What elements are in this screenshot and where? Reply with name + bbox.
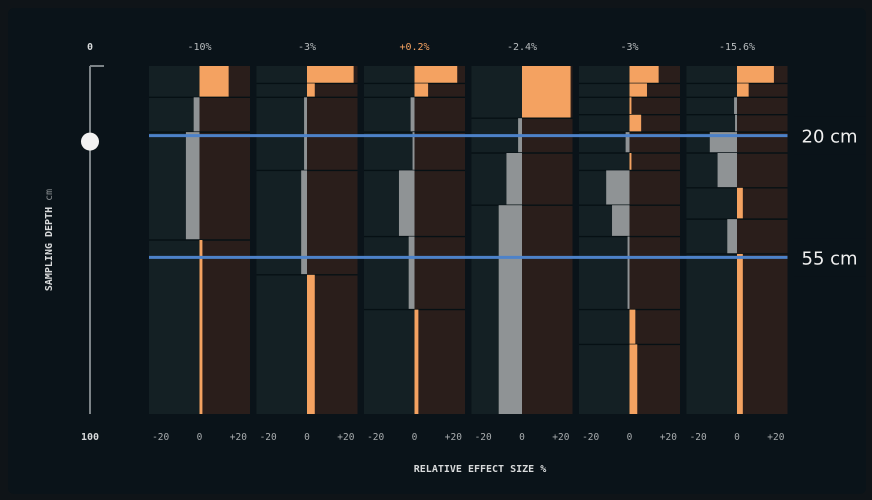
effect-bar bbox=[498, 205, 522, 414]
x-tick-label: 0 bbox=[412, 432, 418, 443]
panel-title: -15.6% bbox=[719, 42, 755, 53]
effect-bar bbox=[625, 132, 630, 153]
x-tick-label: +20 bbox=[660, 432, 677, 443]
site-panel: -3% -20 0 +20 bbox=[256, 42, 358, 443]
site-panel: -2.4% -20 0 +20 bbox=[471, 42, 573, 443]
effect-bar bbox=[717, 153, 737, 188]
effect-bar bbox=[734, 97, 737, 115]
panels-layer: -10%-20 0 +20-3%-20 0 +20+0.2%-20 0 +20-2.4%-2… bbox=[149, 42, 788, 443]
depth-guide-label: 55 cm bbox=[802, 248, 858, 269]
effect-bar bbox=[612, 205, 630, 237]
panel-title: -10% bbox=[187, 42, 211, 53]
effect-bar bbox=[737, 83, 749, 98]
slider-handle[interactable] bbox=[81, 132, 99, 151]
depth-guide-label: 20 cm bbox=[802, 127, 858, 148]
effect-bar bbox=[414, 309, 419, 414]
effect-bar bbox=[307, 66, 354, 84]
effect-bar bbox=[737, 187, 743, 220]
effect-bar bbox=[629, 309, 636, 345]
effect-bar bbox=[304, 97, 307, 171]
x-tick-label: -20 bbox=[367, 432, 384, 443]
effect-bar bbox=[629, 83, 647, 98]
effect-bar bbox=[414, 83, 429, 98]
site-panel: -15.6% -20 0 +20 bbox=[686, 42, 788, 443]
x-tick-label: 0 bbox=[734, 432, 740, 443]
depth-guides: 20 cm 55 cm bbox=[149, 116, 866, 277]
effect-bar bbox=[709, 132, 737, 153]
effect-bar bbox=[737, 253, 743, 414]
x-tick-label: +20 bbox=[230, 432, 247, 443]
x-tick-label: 0 bbox=[197, 432, 203, 443]
effect-bar bbox=[410, 97, 415, 133]
effect-bar bbox=[301, 170, 307, 275]
site-panel: -3% -20 0 +20 bbox=[579, 42, 680, 443]
panel-bg-negative bbox=[256, 66, 307, 414]
x-tick-label: -20 bbox=[260, 432, 277, 443]
effect-bar bbox=[629, 66, 659, 84]
effect-bar bbox=[412, 132, 415, 171]
slider-top-label: 0 bbox=[87, 42, 93, 53]
slider-bottom-label: 100 bbox=[81, 432, 99, 443]
x-tick-label: -20 bbox=[152, 432, 169, 443]
y-axis-label: SAMPLING DEPTH bbox=[44, 207, 55, 291]
panel-bg-negative bbox=[364, 66, 415, 414]
effect-bar bbox=[408, 236, 415, 310]
depth-label-bg bbox=[793, 238, 866, 277]
x-tick-label: +20 bbox=[767, 432, 784, 443]
panel-title: -3% bbox=[620, 42, 638, 53]
effect-bar bbox=[398, 170, 415, 237]
effect-bar bbox=[629, 97, 632, 115]
x-tick-label: -20 bbox=[690, 432, 707, 443]
x-axis-title: RELATIVE EFFECT SIZE % bbox=[414, 464, 546, 475]
site-panel: -10% -20 0 +20 bbox=[149, 42, 250, 443]
x-tick-label: -20 bbox=[475, 432, 492, 443]
x-tick-label: 0 bbox=[519, 432, 525, 443]
x-tick-label: +20 bbox=[552, 432, 569, 443]
effect-bar bbox=[629, 153, 632, 171]
effect-bar bbox=[629, 114, 642, 133]
effect-bar bbox=[627, 236, 630, 310]
effect-bar bbox=[199, 240, 203, 414]
panel-bg-negative bbox=[579, 66, 630, 414]
panel-bg-positive bbox=[737, 66, 788, 414]
x-tick-label: 0 bbox=[304, 432, 310, 443]
effect-bar bbox=[735, 114, 737, 133]
effect-bar bbox=[606, 170, 630, 206]
y-axis-title: SAMPLING DEPTH cm bbox=[44, 189, 55, 291]
depth-slider[interactable]: 0 100 SAMPLING DEPTH cm bbox=[44, 42, 104, 443]
x-tick-label: +20 bbox=[337, 432, 354, 443]
site-panel: +0.2% -20 0 +20 bbox=[364, 42, 465, 443]
effect-bar bbox=[737, 66, 774, 84]
x-tick-label: -20 bbox=[582, 432, 599, 443]
panel-bg-positive bbox=[307, 66, 358, 414]
effect-bar bbox=[307, 83, 315, 98]
effect-bar bbox=[414, 66, 458, 84]
effect-bar bbox=[629, 344, 638, 414]
x-tick-label: 0 bbox=[627, 432, 633, 443]
effect-bar bbox=[522, 66, 571, 119]
effect-bar bbox=[307, 274, 315, 414]
effect-bar bbox=[185, 132, 200, 240]
effect-bar bbox=[506, 153, 522, 206]
panel-bg-positive bbox=[414, 66, 465, 414]
effect-bar bbox=[199, 66, 229, 98]
panel-bg-positive bbox=[522, 66, 573, 414]
depth-label-bg bbox=[793, 116, 866, 155]
y-axis-unit: cm bbox=[44, 189, 55, 201]
effect-bar bbox=[727, 219, 737, 254]
effect-bar bbox=[193, 97, 200, 133]
panel-title: -2.4% bbox=[507, 42, 537, 53]
panel-title: +0.2% bbox=[399, 42, 429, 53]
panel-title: -3% bbox=[298, 42, 316, 53]
x-tick-label: +20 bbox=[445, 432, 462, 443]
